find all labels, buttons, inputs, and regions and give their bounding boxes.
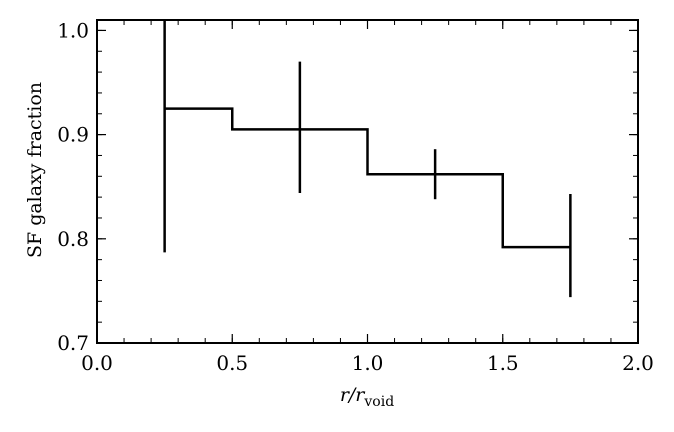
major-ticks	[96, 20, 639, 344]
x-axis-label-main: r/r	[340, 384, 366, 406]
x-axis-label-sub: void	[363, 394, 394, 410]
x-tick-label: 1.5	[487, 351, 519, 375]
x-tick-label: 0.5	[216, 351, 248, 375]
minor-ticks	[96, 20, 639, 344]
x-tick-label: 1.0	[352, 351, 384, 375]
y-tick-label: 0.8	[57, 227, 89, 251]
tick-labels: 0.0 0.5 1.0 1.5 2.0 0.7 0.8 0.9 1.0	[57, 18, 654, 375]
x-axis-label: r/rvoid	[340, 384, 394, 410]
y-tick-label: 1.0	[57, 18, 89, 42]
y-tick-label: 0.7	[57, 331, 89, 355]
series-layer	[163, 20, 572, 298]
step-line	[164, 107, 571, 249]
y-tick-label: 0.9	[57, 123, 89, 147]
x-tick-label: 2.0	[622, 351, 654, 375]
x-tick-label: 0.0	[81, 351, 113, 375]
y-axis-label: SF galaxy fraction	[24, 82, 46, 258]
plot-frame	[96, 19, 639, 344]
